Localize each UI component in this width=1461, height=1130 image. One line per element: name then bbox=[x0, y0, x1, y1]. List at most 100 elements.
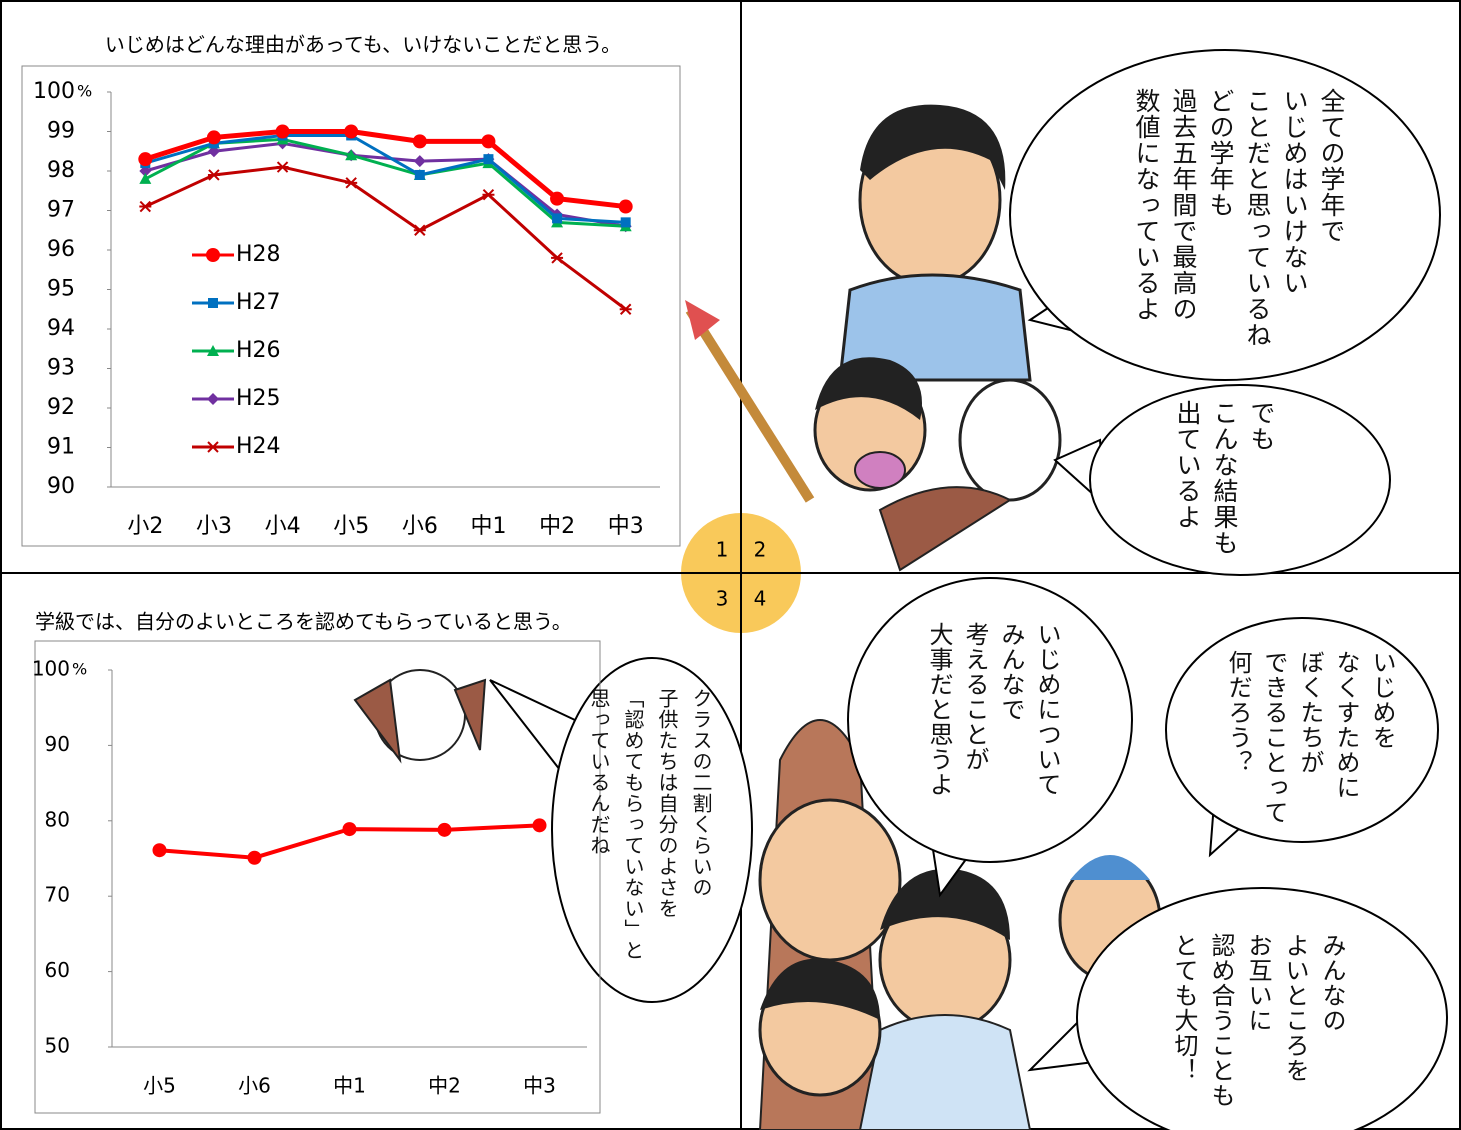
legend-label: H26 bbox=[236, 338, 281, 363]
y-tick-label: 94 bbox=[47, 316, 75, 341]
bubble-text: いじめをなくすためにぼくたちができることって何だろう？ bbox=[1220, 650, 1400, 825]
bubble-line: 考えることが bbox=[957, 622, 993, 797]
y-tick-label: 100 bbox=[33, 79, 75, 104]
panel-number: 2 bbox=[754, 538, 767, 562]
marker bbox=[414, 225, 426, 235]
bubble-line: いじめはいけない bbox=[1276, 88, 1313, 348]
marker bbox=[533, 818, 547, 832]
marker bbox=[207, 130, 221, 144]
bubble-line: ことだと思っているね bbox=[1239, 88, 1276, 348]
x-tick-label: 小4 bbox=[265, 514, 301, 539]
bubble-line: 「認めてもらっていない」と bbox=[616, 688, 650, 961]
legend-marker bbox=[207, 442, 219, 452]
y-unit: % bbox=[72, 660, 87, 679]
legend-label: H28 bbox=[236, 242, 281, 267]
y-tick-label: 70 bbox=[45, 883, 70, 907]
x-tick-label: 小6 bbox=[238, 1074, 271, 1098]
bubble-line: できることって bbox=[1256, 650, 1292, 825]
bubble-line: みんなで bbox=[993, 622, 1029, 797]
x-tick-label: 中3 bbox=[523, 1074, 556, 1098]
data-line bbox=[145, 167, 625, 309]
bubble-line: 思っているんだね bbox=[582, 688, 616, 961]
marker bbox=[481, 134, 495, 148]
marker bbox=[551, 253, 563, 263]
bubble-line: 認め合うことも bbox=[1202, 933, 1239, 1108]
x-tick-label: 小2 bbox=[127, 514, 163, 539]
bubble-text: 全ての学年でいじめはいけないことだと思っているねどの学年も過去五年間で最高の数値… bbox=[1128, 88, 1350, 348]
bubble-line: ぼくたちが bbox=[1292, 650, 1328, 825]
y-tick-label: 90 bbox=[45, 732, 70, 756]
bubble-line: 子供たちは自分のよさを bbox=[650, 688, 684, 961]
marker bbox=[413, 134, 427, 148]
marker bbox=[482, 190, 494, 200]
y-tick-label: 50 bbox=[45, 1034, 70, 1058]
y-unit: % bbox=[77, 82, 92, 101]
marker bbox=[276, 125, 290, 139]
bubble-text: みんなのよいところをお互いに認め合うこともとても大切！ bbox=[1165, 933, 1350, 1108]
chart-title: 学級では、自分のよいところを認めてもらっていると思う。 bbox=[35, 610, 572, 634]
y-tick-label: 97 bbox=[47, 198, 75, 223]
marker bbox=[415, 170, 425, 180]
marker bbox=[248, 851, 262, 865]
bubble-line: 過去五年間で最高の bbox=[1165, 88, 1202, 348]
bubble-line: 全ての学年で bbox=[1313, 88, 1350, 348]
marker bbox=[344, 125, 358, 139]
x-tick-label: 小3 bbox=[196, 514, 232, 539]
legend-label: H25 bbox=[236, 386, 281, 411]
bubble-text: いじめについてみんなで考えることが大事だと思うよ bbox=[921, 622, 1065, 797]
legend-marker bbox=[208, 298, 218, 308]
bubble-line: クラスの二割くらいの bbox=[684, 688, 718, 961]
marker bbox=[153, 843, 167, 857]
marker bbox=[139, 202, 151, 212]
bubble-line: お互いに bbox=[1239, 933, 1276, 1108]
bubble-text: クラスの二割くらいの子供たちは自分のよさを「認めてもらっていない」と思っているん… bbox=[582, 688, 718, 961]
y-tick-label: 80 bbox=[45, 807, 70, 831]
legend-label: H24 bbox=[236, 434, 281, 459]
y-tick-label: 95 bbox=[47, 277, 75, 302]
marker bbox=[138, 152, 152, 166]
bubble-line: こんな結果も bbox=[1206, 400, 1243, 556]
y-tick-label: 98 bbox=[47, 158, 75, 183]
bubble-line: 数値になっているよ bbox=[1128, 88, 1165, 348]
marker bbox=[345, 178, 357, 188]
page: 1 2 3 4 いじめはどんな理由があっても、いけないことだと思う。909192… bbox=[0, 0, 1461, 1130]
bubble-line: よいところを bbox=[1276, 933, 1313, 1108]
x-tick-label: 小6 bbox=[402, 514, 438, 539]
x-tick-label: 中1 bbox=[333, 1074, 366, 1098]
legend-marker bbox=[207, 393, 219, 405]
marker bbox=[621, 217, 631, 227]
panel-number: 4 bbox=[754, 587, 767, 611]
marker bbox=[208, 170, 220, 180]
panel-number: 3 bbox=[716, 587, 729, 611]
x-tick-label: 中2 bbox=[539, 514, 575, 539]
marker bbox=[620, 304, 632, 314]
y-tick-label: 91 bbox=[47, 435, 75, 460]
bubble-line: でも bbox=[1243, 400, 1280, 556]
legend-label: H27 bbox=[236, 290, 281, 315]
bubble-text: でもこんな結果も出ているよ bbox=[1169, 400, 1280, 556]
marker bbox=[552, 213, 562, 223]
marker bbox=[483, 154, 493, 164]
marker bbox=[414, 155, 426, 167]
chart-title: いじめはどんな理由があっても、いけないことだと思う。 bbox=[105, 33, 621, 57]
y-tick-label: 92 bbox=[47, 395, 75, 420]
bubble-line: なくすために bbox=[1328, 650, 1364, 825]
bubble-line: とても大切！ bbox=[1165, 933, 1202, 1108]
x-tick-label: 中1 bbox=[470, 514, 506, 539]
y-tick-label: 90 bbox=[47, 474, 75, 499]
marker bbox=[343, 822, 357, 836]
marker bbox=[619, 200, 633, 214]
marker bbox=[438, 823, 452, 837]
marker bbox=[550, 192, 564, 206]
marker bbox=[277, 162, 289, 172]
x-tick-label: 中2 bbox=[428, 1074, 461, 1098]
x-tick-label: 中3 bbox=[608, 514, 644, 539]
bubble-line: みんなの bbox=[1313, 933, 1350, 1108]
bubble-line: 出ているよ bbox=[1169, 400, 1206, 556]
bubble-line: いじめを bbox=[1364, 650, 1400, 825]
x-tick-label: 小5 bbox=[143, 1074, 176, 1098]
bubble-line: いじめについて bbox=[1029, 622, 1065, 797]
bubble-line: どの学年も bbox=[1202, 88, 1239, 348]
x-tick-label: 小5 bbox=[333, 514, 369, 539]
y-tick-label: 93 bbox=[47, 356, 75, 381]
